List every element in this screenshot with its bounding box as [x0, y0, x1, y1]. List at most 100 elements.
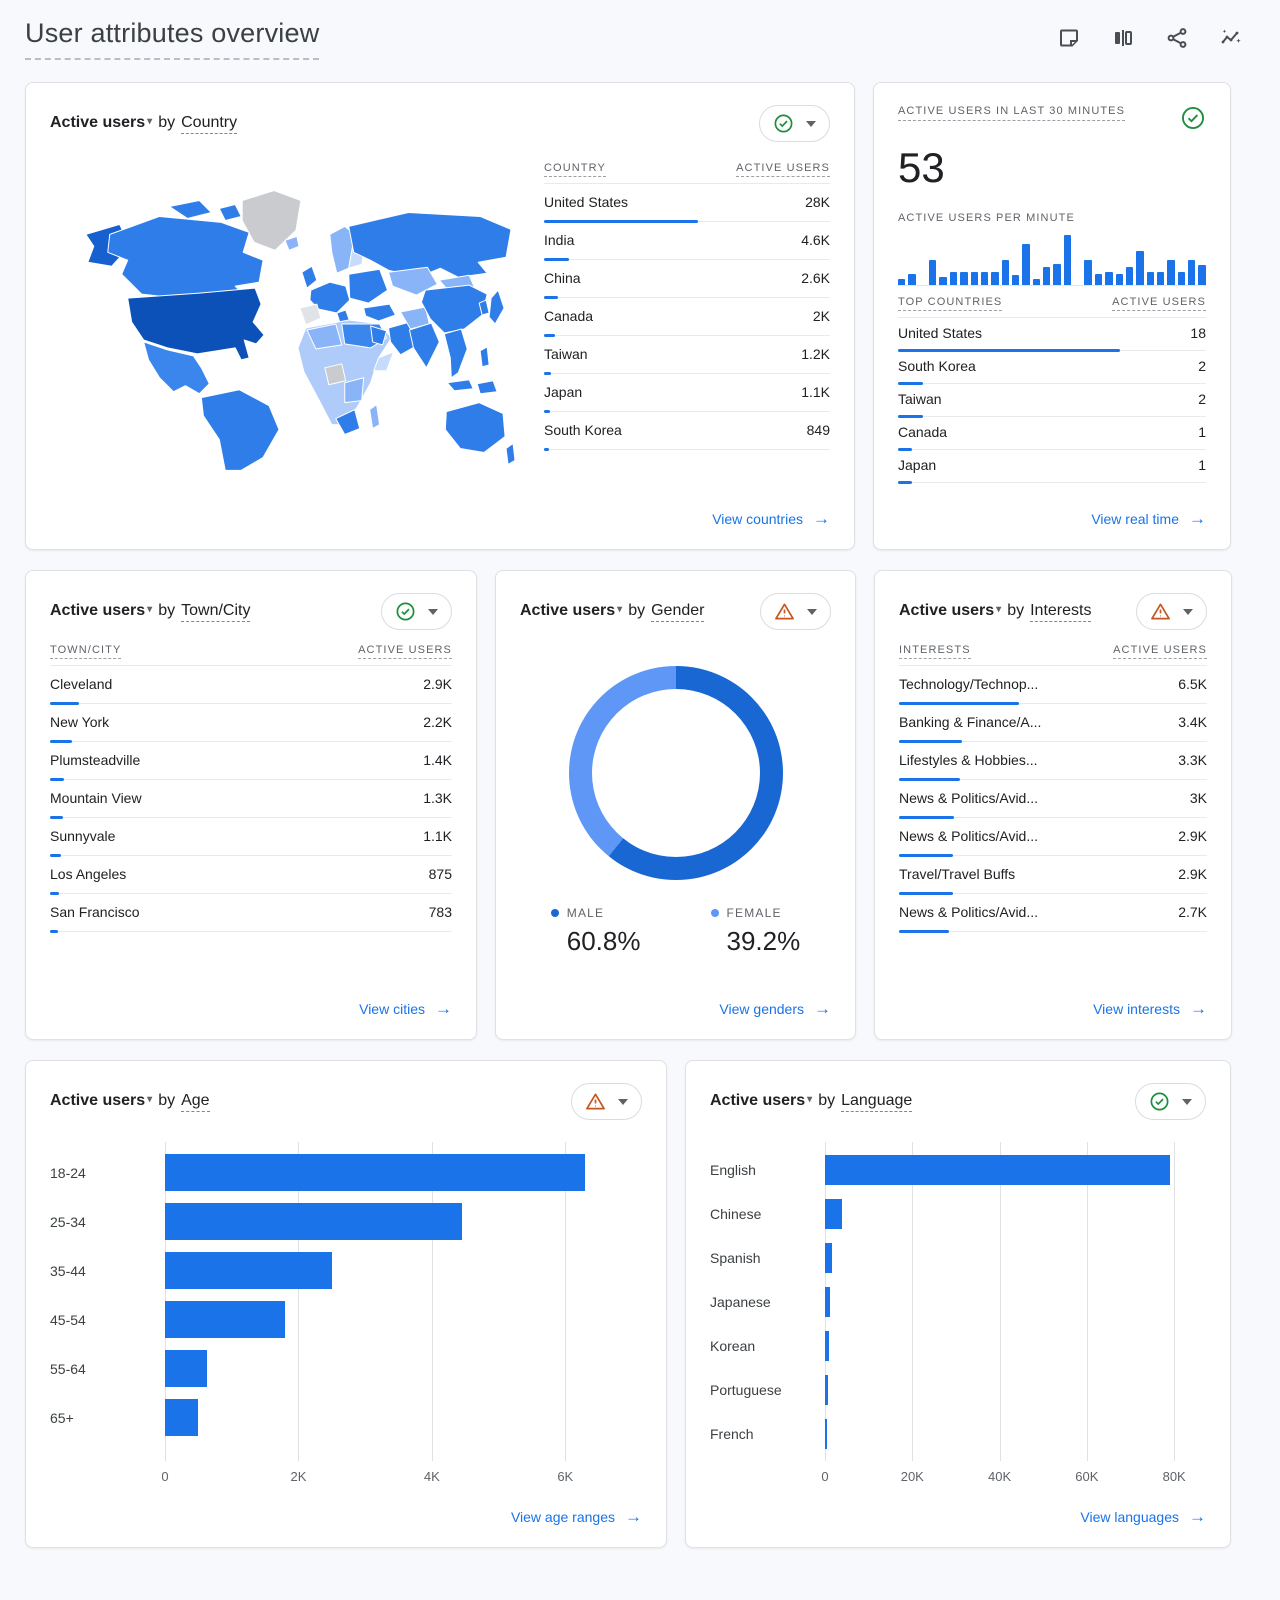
bar-row: 45-54: [50, 1295, 632, 1344]
arrow-right-icon: →: [1189, 509, 1206, 528]
table-row: News & Politics/Avid... 2.9K: [899, 818, 1207, 857]
table-row: Japan 1: [898, 450, 1206, 484]
header-actions: [1057, 18, 1255, 50]
axis-tick-label: 0: [821, 1469, 829, 1484]
comparisons-icon[interactable]: [1111, 26, 1135, 50]
metric-selector[interactable]: Active users ▾: [50, 113, 153, 131]
metric-selector[interactable]: Active users ▾: [50, 1091, 153, 1109]
chevron-down-icon: ▾: [147, 1094, 153, 1105]
row-value-bar: [544, 296, 559, 299]
arrow-right-icon: →: [814, 999, 831, 1018]
data-quality-badge[interactable]: [760, 593, 831, 630]
card-active-users-by-country: Active users ▾ by Country: [25, 82, 855, 550]
bar-row: 18-24: [50, 1148, 632, 1197]
gender-legend: MALE 60.8% FEMALE 39.2%: [520, 906, 831, 957]
table-row: Japan 1.1K: [544, 374, 830, 413]
table-row: South Korea 2: [898, 351, 1206, 385]
row-value-bar: [899, 930, 949, 933]
metric-selector[interactable]: Active users ▾: [520, 601, 623, 619]
view-real-time-link[interactable]: View real time →: [1091, 509, 1206, 528]
dimension-link-country[interactable]: Country: [181, 114, 238, 134]
table-row: Taiwan 2: [898, 384, 1206, 418]
arrow-right-icon: →: [813, 509, 830, 528]
table-row: Banking & Finance/A... 3.4K: [899, 704, 1207, 743]
dimension-link-interests[interactable]: Interests: [1030, 602, 1092, 622]
card-title: Active users ▾ by Country: [50, 113, 238, 134]
legend-male: MALE 60.8%: [550, 906, 641, 957]
chevron-down-icon: [807, 608, 817, 615]
metric-selector[interactable]: Active users ▾: [899, 601, 1002, 619]
row-value-bar: [899, 778, 960, 781]
language-bar: [825, 1243, 832, 1273]
axis-tick-label: 2K: [290, 1469, 307, 1484]
metric-selector[interactable]: Active users ▾: [710, 1091, 813, 1109]
minute-bar: [980, 271, 989, 285]
minute-bar: [1156, 271, 1165, 285]
minute-bar: [1198, 264, 1206, 285]
data-quality-badge[interactable]: [1180, 105, 1206, 134]
table-row: South Korea 849: [544, 412, 830, 451]
metric-selector[interactable]: Active users ▾: [50, 601, 153, 619]
age-bar: [165, 1350, 208, 1387]
data-quality-badge[interactable]: [1135, 1083, 1206, 1120]
view-age-ranges-link[interactable]: View age ranges →: [510, 1507, 642, 1526]
table-row: News & Politics/Avid... 2.7K: [899, 894, 1207, 933]
view-countries-link[interactable]: View countries →: [712, 509, 830, 528]
dimension-link-language[interactable]: Language: [841, 1092, 913, 1112]
minute-bar: [1125, 266, 1134, 285]
check-circle-icon: [396, 602, 415, 621]
arrow-right-icon: →: [625, 1507, 642, 1526]
data-quality-badge[interactable]: [1136, 593, 1207, 630]
minute-bar: [1043, 266, 1051, 285]
dimension-link-age[interactable]: Age: [181, 1092, 210, 1112]
minute-bar: [1167, 259, 1175, 285]
row-value-bar: [50, 930, 58, 933]
view-cities-link[interactable]: View cities →: [359, 999, 452, 1018]
male-legend-dot: [550, 909, 559, 917]
language-bar: [825, 1287, 831, 1317]
active-users-count: 53: [898, 144, 945, 191]
view-languages-link[interactable]: View languages →: [1080, 1507, 1206, 1526]
notes-icon[interactable]: [1057, 26, 1081, 50]
language-bar: [825, 1419, 827, 1449]
chevron-down-icon: ▾: [147, 116, 153, 127]
view-interests-link[interactable]: View interests →: [1093, 999, 1207, 1018]
minute-bar: [1136, 251, 1144, 285]
share-icon[interactable]: [1165, 26, 1189, 50]
legend-female: FEMALE 39.2%: [710, 906, 801, 957]
data-quality-badge[interactable]: [381, 593, 452, 630]
data-quality-badge[interactable]: [759, 105, 830, 142]
table-row: San Francisco 783: [50, 894, 452, 933]
minute-bar: [991, 271, 999, 285]
arrow-right-icon: →: [1189, 1507, 1206, 1526]
female-percentage: 39.2%: [726, 926, 801, 956]
minute-bar: [908, 273, 916, 285]
bar-row: 25-34: [50, 1197, 632, 1246]
chevron-down-icon: [1182, 1098, 1192, 1105]
minute-bar: [1022, 244, 1030, 285]
table-row: United States 28K: [544, 184, 830, 223]
age-bar: [165, 1154, 586, 1191]
row-value-bar: [898, 349, 1120, 352]
data-quality-badge[interactable]: [571, 1083, 642, 1120]
page-title: User attributes overview: [25, 18, 320, 60]
bar-row: Spanish: [710, 1236, 1196, 1280]
dimension-link-gender[interactable]: Gender: [651, 602, 705, 622]
table-row: Los Angeles 875: [50, 856, 452, 895]
table-row: Cleveland 2.9K: [50, 666, 452, 705]
bar-row: French: [710, 1412, 1196, 1456]
axis-tick-label: 60K: [1075, 1469, 1099, 1484]
dimension-link-city[interactable]: Town/City: [181, 602, 251, 622]
view-genders-link[interactable]: View genders →: [719, 999, 831, 1018]
minute-bar: [970, 271, 978, 285]
card-active-users-by-interests: Active users ▾ by Interests INTERESTS ACT…: [874, 570, 1232, 1040]
insights-icon[interactable]: [1219, 26, 1243, 50]
interests-table: INTERESTS ACTIVE USERS Technology/Techno…: [899, 644, 1207, 933]
minute-bar: [960, 271, 968, 285]
warning-triangle-icon: [775, 603, 794, 620]
table-row: India 4.6K: [544, 222, 830, 261]
language-bar-chart: English Chinese Spanish: [710, 1142, 1206, 1495]
bar-row: Japanese: [710, 1280, 1196, 1324]
minute-bar: [1084, 259, 1092, 285]
